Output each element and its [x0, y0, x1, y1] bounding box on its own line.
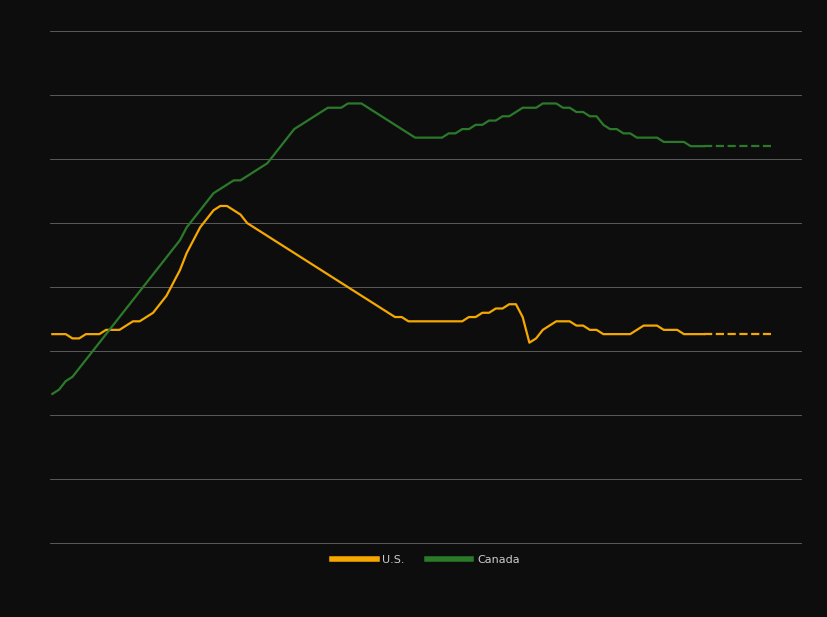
Legend: U.S., Canada: U.S., Canada — [327, 550, 524, 569]
